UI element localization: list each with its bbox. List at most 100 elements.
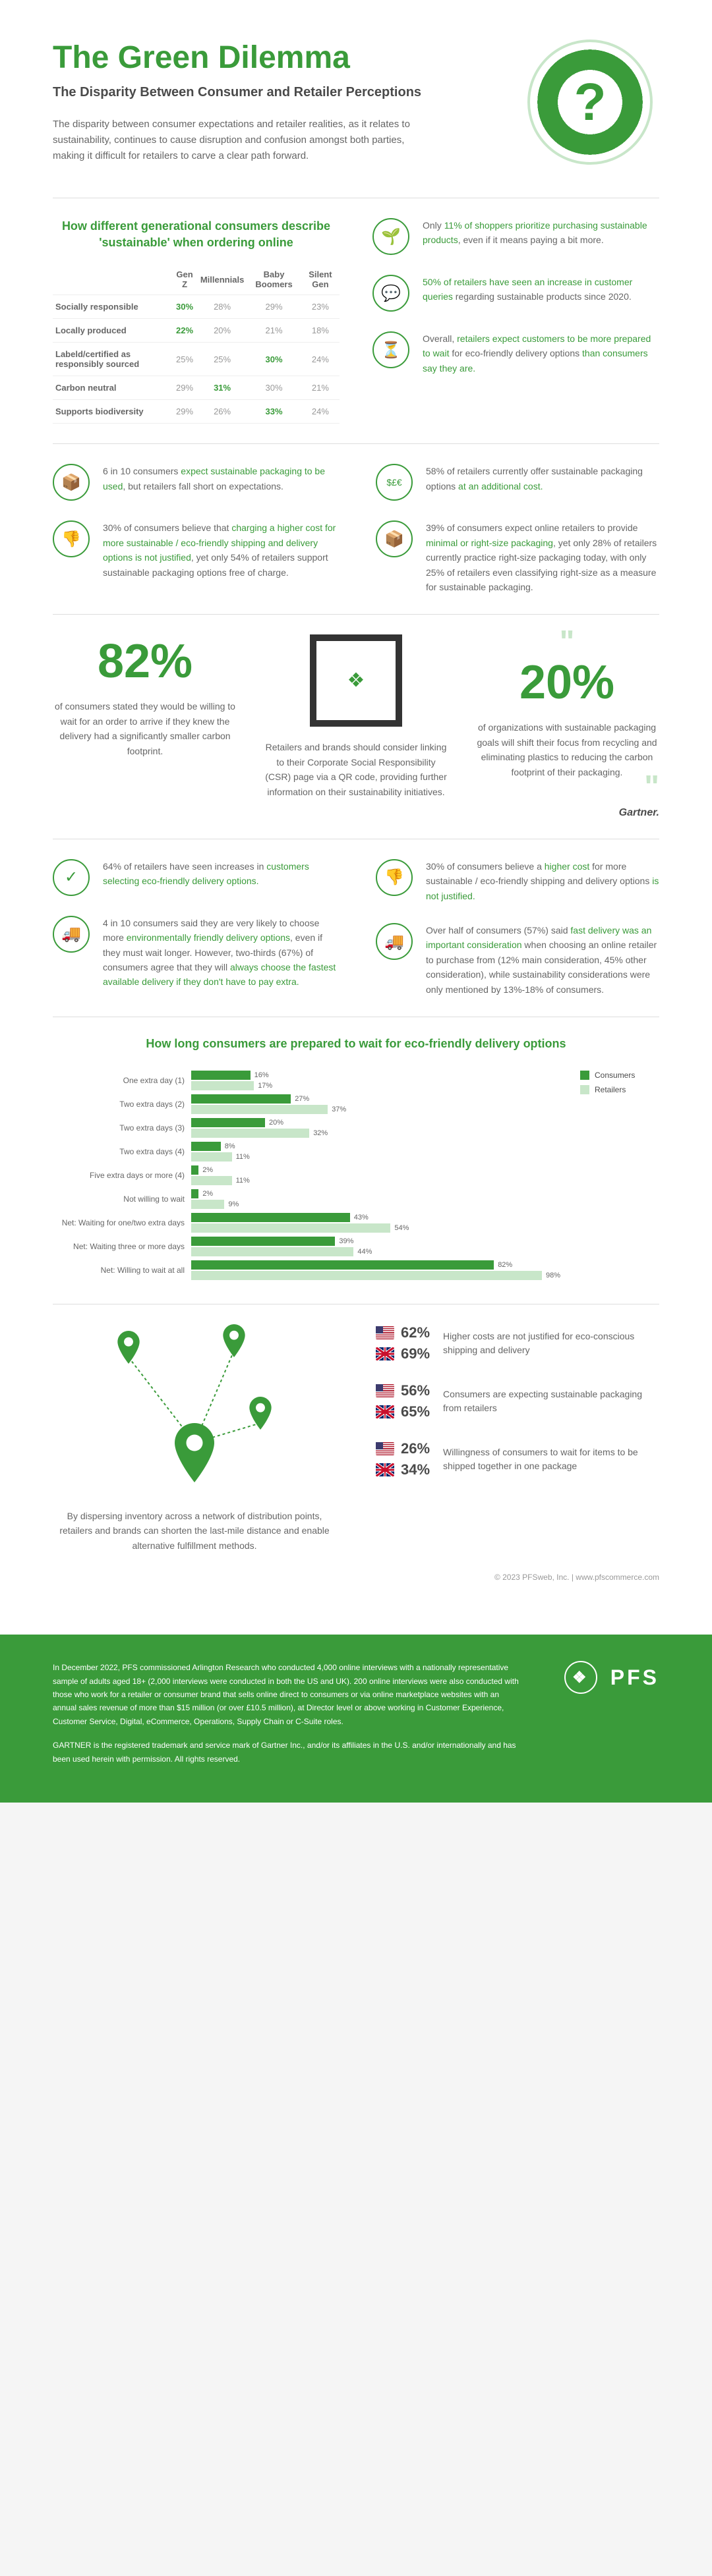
chart-legend: Consumers Retailers <box>580 1071 659 1284</box>
bar-retailer <box>191 1129 309 1138</box>
big-stat-82-desc: of consumers stated they would be willin… <box>53 699 237 758</box>
stat-item: 💬50% of retailers have seen an increase … <box>372 275 659 312</box>
us-flag-icon <box>376 1326 394 1339</box>
chart-row-label: Two extra days (4) <box>53 1147 185 1156</box>
header: The Green Dilemma The Disparity Between … <box>53 40 659 171</box>
page-title: The Green Dilemma <box>53 40 527 76</box>
map-section: By dispersing inventory across a network… <box>53 1324 659 1553</box>
bar-consumer-value: 2% <box>202 1166 213 1174</box>
fact-item: 📦39% of consumers expect online retailer… <box>376 520 659 594</box>
bar-retailer-value: 11% <box>236 1153 250 1161</box>
stat-text: Only 11% of shoppers prioritize purchasi… <box>423 218 659 248</box>
fact-item: 🚚 4 in 10 consumers said they are very li… <box>53 916 336 990</box>
bar-consumer-value: 8% <box>225 1142 235 1150</box>
uk-flag-icon <box>376 1463 394 1476</box>
fact-icon: 🚚 <box>53 916 90 953</box>
bar-retailer-value: 44% <box>357 1248 372 1256</box>
facts-section-2: ✓ 64% of retailers have seen increases in… <box>53 859 659 997</box>
bar-consumer <box>191 1237 335 1246</box>
fact-item: 👎30% of consumers believe a higher cost … <box>376 859 659 903</box>
bar-consumer-value: 2% <box>202 1190 213 1198</box>
fact-icon: 📦 <box>376 520 413 557</box>
bar-retailer-value: 11% <box>236 1177 250 1185</box>
bar-consumer-value: 82% <box>498 1261 512 1269</box>
chart-row: Two extra days (2) 27% 37% <box>53 1094 560 1114</box>
intro-text: The disparity between consumer expectati… <box>53 117 422 164</box>
chart-row: Net: Willing to wait at all 82% 98% <box>53 1260 560 1280</box>
bar-consumer <box>191 1094 291 1104</box>
chart-row-label: Two extra days (3) <box>53 1123 185 1133</box>
bar-retailer <box>191 1105 328 1114</box>
big-stats-section: 82% of consumers stated they would be wi… <box>53 634 659 819</box>
us-flag-icon <box>376 1384 394 1397</box>
uk-percentage: 65% <box>401 1403 430 1420</box>
big-stat-82: 82% <box>53 634 237 688</box>
generational-table-block: How different generational consumers des… <box>53 218 340 424</box>
us-percentage: 56% <box>401 1382 430 1399</box>
fact-text: 30% of consumers believe that charging a… <box>103 520 336 580</box>
table-row: Socially responsible30%28%29%23% <box>53 295 340 319</box>
stat-icon: 💬 <box>372 275 409 312</box>
bar-retailer-value: 17% <box>258 1082 272 1090</box>
facts-section-1: 📦 6 in 10 consumers expect sustainable pa… <box>53 464 659 594</box>
bar-consumer <box>191 1189 198 1198</box>
fact-icon: ✓ <box>53 859 90 896</box>
divider <box>53 443 659 444</box>
us-flag-icon <box>376 1442 394 1455</box>
uk-percentage: 34% <box>401 1461 430 1478</box>
chart-row-label: Net: Waiting for one/two extra days <box>53 1218 185 1227</box>
chart-row: Two extra days (4) 8% 11% <box>53 1142 560 1162</box>
legend-retailer-swatch <box>580 1085 589 1094</box>
chart-row-label: Not willing to wait <box>53 1194 185 1204</box>
bar-consumer <box>191 1071 251 1080</box>
pfs-icon: ❖ <box>564 1661 597 1694</box>
big-stat-20-desc: of organizations with sustainable packag… <box>475 720 659 779</box>
table-header <box>53 264 171 295</box>
map-description: By dispersing inventory across a network… <box>53 1509 336 1553</box>
us-percentage: 62% <box>401 1324 430 1341</box>
wait-time-chart: One extra day (1) 16% 17% Two extra days… <box>53 1071 659 1284</box>
bar-retailer <box>191 1176 232 1185</box>
chart-row-label: Five extra days or more (4) <box>53 1171 185 1180</box>
footer-methodology: In December 2022, PFS commissioned Arlin… <box>53 1661 525 1728</box>
footer: In December 2022, PFS commissioned Arlin… <box>0 1635 712 1803</box>
bar-consumer <box>191 1213 350 1222</box>
chart-row: One extra day (1) 16% 17% <box>53 1071 560 1090</box>
fact-text: 64% of retailers have seen increases in … <box>103 859 336 889</box>
fact-item: 📦6 in 10 consumers expect sustainable pa… <box>53 464 336 501</box>
chart-row: Net: Waiting for one/two extra days 43% … <box>53 1213 560 1233</box>
chart-title: How long consumers are prepared to wait … <box>53 1037 659 1051</box>
country-stat-row: 62% 69% Higher costs are not justified f… <box>376 1324 659 1362</box>
fact-icon: $£€ <box>376 464 413 501</box>
bar-retailer <box>191 1152 232 1162</box>
table-header: Silent Gen <box>301 264 340 295</box>
stat-item: 🌱 Only 11% of shoppers prioritize purchas… <box>372 218 659 255</box>
bar-retailer-value: 9% <box>228 1200 239 1208</box>
bar-consumer-value: 20% <box>269 1119 283 1127</box>
legend-consumer-swatch <box>580 1071 589 1080</box>
fact-text: 58% of retailers currently offer sustain… <box>426 464 659 493</box>
bar-retailer <box>191 1081 254 1090</box>
table-title: How different generational consumers des… <box>53 218 340 251</box>
fact-text: 4 in 10 consumers said they are very lik… <box>103 916 336 990</box>
fact-item: 🚚Over half of consumers (57%) said fast … <box>376 923 659 997</box>
qr-code-icon <box>310 634 402 727</box>
generational-table: Gen ZMillennialsBaby BoomersSilent Gen S… <box>53 264 340 424</box>
bar-consumer <box>191 1118 265 1127</box>
big-stat-20: 20% <box>475 656 659 710</box>
country-stat-desc: Willingness of consumers to wait for ite… <box>443 1445 659 1473</box>
fact-text: 6 in 10 consumers expect sustainable pac… <box>103 464 336 493</box>
distribution-map-icon <box>96 1324 293 1496</box>
fact-icon: 🚚 <box>376 923 413 960</box>
quote-open-icon: " <box>560 625 575 659</box>
stat-icon: 🌱 <box>372 218 409 255</box>
bar-retailer <box>191 1200 224 1209</box>
bar-retailer <box>191 1247 353 1256</box>
gartner-attribution: Gartner. <box>475 807 659 819</box>
bar-retailer-value: 32% <box>313 1129 328 1137</box>
table-row: Labeld/certified as responsibly sourced2… <box>53 343 340 376</box>
page-subtitle: The Disparity Between Consumer and Retai… <box>53 84 527 101</box>
footer-trademark: GARTNER is the registered trademark and … <box>53 1739 525 1766</box>
table-header: Baby Boomers <box>247 264 301 295</box>
table-row: Carbon neutral29%31%30%21% <box>53 376 340 400</box>
